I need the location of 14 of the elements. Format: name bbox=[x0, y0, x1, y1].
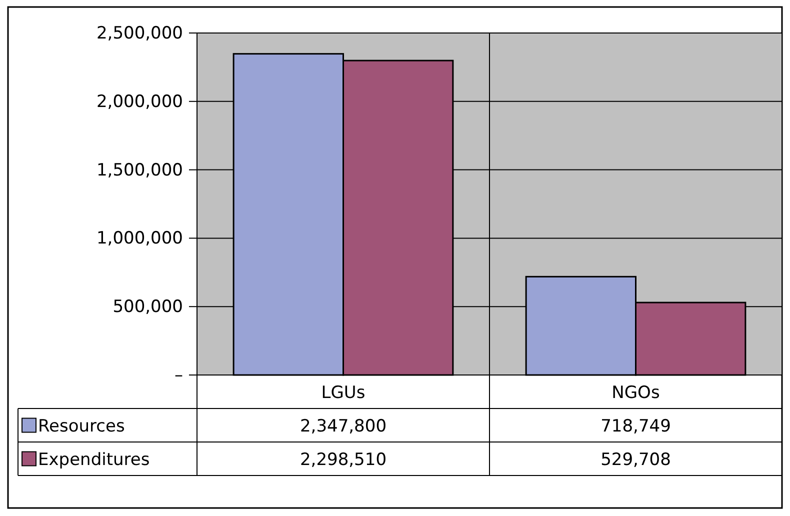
x-tick-label: LGUs bbox=[321, 382, 366, 403]
data-label: 2,298,510 bbox=[300, 450, 387, 470]
data-label: 529,708 bbox=[600, 450, 671, 470]
data-label: 718,749 bbox=[600, 416, 671, 436]
y-tick-label: – bbox=[174, 365, 183, 386]
y-tick-label: 1,500,000 bbox=[96, 160, 183, 180]
data-label: 2,347,800 bbox=[300, 416, 387, 436]
legend-label: Resources bbox=[38, 416, 125, 436]
y-tick-label: 500,000 bbox=[112, 297, 183, 318]
x-tick-label: NGOs bbox=[612, 382, 660, 403]
y-tick-label: 2,500,000 bbox=[96, 23, 183, 44]
y-tick-label: 2,000,000 bbox=[96, 92, 183, 112]
legend-label: Expenditures bbox=[38, 450, 150, 470]
y-tick-label: 1,000,000 bbox=[96, 228, 183, 249]
